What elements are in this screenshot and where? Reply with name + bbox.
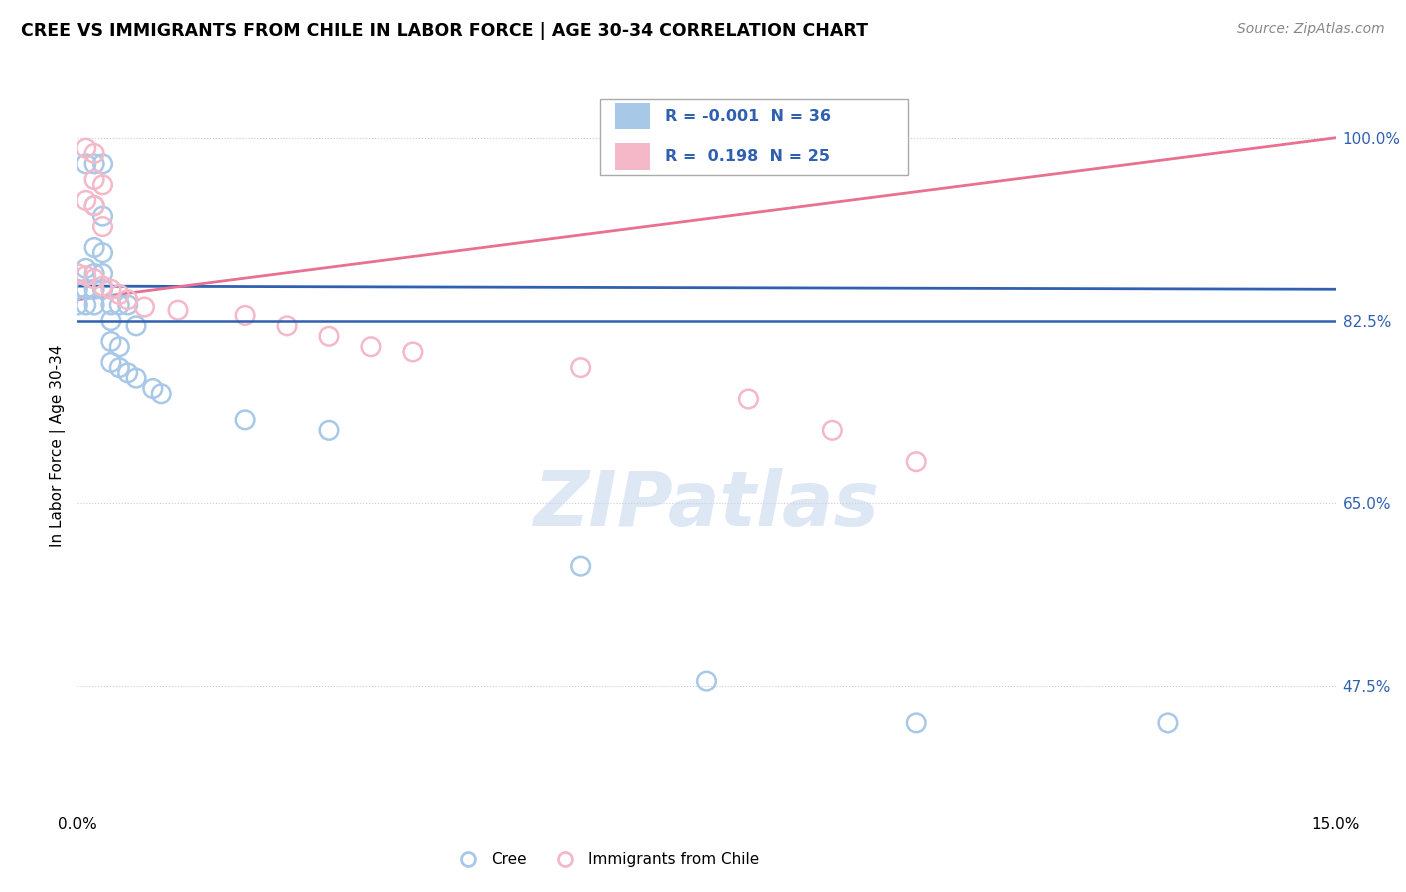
Point xyxy=(117,298,139,312)
Point xyxy=(83,272,105,286)
Point xyxy=(696,674,718,689)
Point xyxy=(75,298,97,312)
Point xyxy=(91,157,114,171)
Point xyxy=(108,340,131,354)
Point xyxy=(276,318,298,333)
Point xyxy=(125,318,148,333)
Point xyxy=(100,355,122,369)
Point xyxy=(83,157,105,171)
Point xyxy=(117,293,139,307)
Point xyxy=(125,371,148,385)
Point xyxy=(108,360,131,375)
Point xyxy=(1157,715,1180,730)
Point xyxy=(83,267,105,281)
Point xyxy=(75,157,97,171)
Bar xyxy=(599,99,908,176)
Point xyxy=(737,392,759,406)
Text: CREE VS IMMIGRANTS FROM CHILE IN LABOR FORCE | AGE 30-34 CORRELATION CHART: CREE VS IMMIGRANTS FROM CHILE IN LABOR F… xyxy=(21,22,868,40)
Point xyxy=(100,334,122,349)
Point xyxy=(150,386,173,401)
Point xyxy=(75,268,97,283)
Point xyxy=(108,298,131,312)
Point xyxy=(91,279,114,293)
Point xyxy=(117,366,139,380)
Text: R =  0.198  N = 25: R = 0.198 N = 25 xyxy=(665,149,830,164)
Point xyxy=(233,413,256,427)
Point xyxy=(318,423,340,437)
Point xyxy=(83,146,105,161)
Point xyxy=(569,360,592,375)
Point xyxy=(83,240,105,254)
Point xyxy=(75,282,97,296)
Point xyxy=(108,287,131,301)
Point xyxy=(167,303,190,318)
Point xyxy=(91,245,114,260)
Bar xyxy=(614,103,650,129)
Point xyxy=(905,455,928,469)
Point xyxy=(66,267,89,281)
Y-axis label: In Labor Force | Age 30-34: In Labor Force | Age 30-34 xyxy=(51,344,66,548)
Point xyxy=(100,282,122,296)
Point xyxy=(83,282,105,296)
Point xyxy=(100,313,122,327)
Point xyxy=(402,345,425,359)
Point xyxy=(318,329,340,343)
Point xyxy=(91,219,114,234)
Point xyxy=(134,300,156,314)
Point xyxy=(360,340,382,354)
Point xyxy=(83,199,105,213)
Point xyxy=(91,209,114,223)
Text: Source: ZipAtlas.com: Source: ZipAtlas.com xyxy=(1237,22,1385,37)
Point xyxy=(83,172,105,186)
Bar xyxy=(614,144,650,169)
Point xyxy=(75,261,97,276)
Point xyxy=(142,382,165,396)
Point xyxy=(75,141,97,155)
Point xyxy=(83,199,105,213)
Point xyxy=(233,309,256,323)
Text: ZIPatlas: ZIPatlas xyxy=(533,467,880,541)
Point xyxy=(100,298,122,312)
Point xyxy=(91,282,114,296)
Point xyxy=(66,282,89,296)
Point xyxy=(66,298,89,312)
Point xyxy=(75,194,97,208)
Point xyxy=(569,559,592,574)
Point xyxy=(91,178,114,192)
Point xyxy=(83,298,105,312)
Point xyxy=(905,715,928,730)
Legend: Cree, Immigrants from Chile: Cree, Immigrants from Chile xyxy=(447,847,765,873)
Point xyxy=(821,423,844,437)
Text: R = -0.001  N = 36: R = -0.001 N = 36 xyxy=(665,109,831,124)
Point xyxy=(91,267,114,281)
